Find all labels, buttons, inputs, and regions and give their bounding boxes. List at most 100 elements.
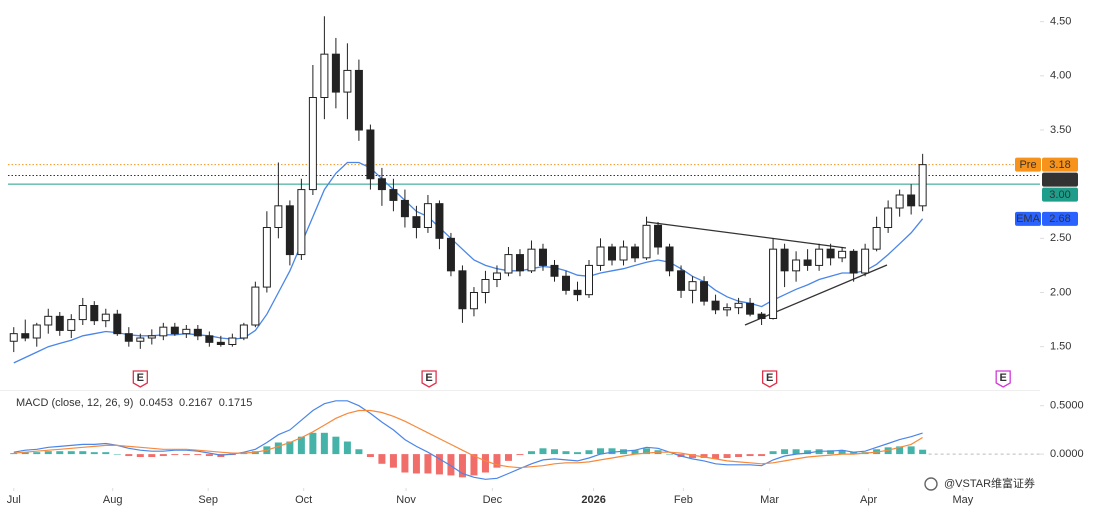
candle-body	[343, 69, 352, 93]
price-label-name-box	[1015, 211, 1041, 226]
candle-body	[412, 216, 421, 229]
candle-body	[665, 246, 674, 272]
macd-histogram-bar	[274, 442, 282, 455]
candle-body	[872, 227, 881, 250]
macd-histogram-bar	[539, 448, 547, 455]
macd-histogram-bar	[827, 450, 835, 455]
candle-body	[423, 203, 432, 229]
candle-body	[688, 281, 697, 291]
x-tick-label: Mar	[760, 494, 779, 506]
candle-body	[274, 205, 283, 228]
macd-histogram-bar	[355, 449, 363, 455]
macd-histogram-bar	[136, 454, 144, 458]
candle-body	[585, 264, 594, 296]
candle-body	[757, 313, 766, 319]
candle-body	[619, 246, 628, 261]
macd-histogram-bar	[389, 454, 397, 468]
macd-histogram-bar	[148, 454, 156, 458]
candle-body	[895, 194, 904, 209]
candle-body	[159, 326, 168, 337]
macd-histogram-bar	[205, 454, 213, 457]
macd-histogram-bar	[343, 441, 351, 455]
candle-body	[262, 227, 271, 288]
candle-body	[285, 205, 294, 256]
candle-body	[711, 300, 720, 311]
macd-histogram-bar	[631, 450, 639, 455]
candle-body	[481, 279, 490, 293]
candle-body	[803, 259, 812, 266]
macd-histogram-bar	[838, 450, 846, 455]
candle-body	[308, 97, 317, 191]
macd-histogram-bar	[481, 454, 489, 473]
macd-histogram-bar	[608, 448, 616, 455]
macd-histogram-bar	[79, 451, 87, 455]
candle-body	[458, 270, 467, 310]
signal-line	[13, 409, 923, 469]
candle-body	[792, 259, 801, 272]
macd-histogram-bar	[412, 454, 420, 474]
candle-body	[700, 281, 709, 302]
candle-body	[573, 289, 582, 296]
macd-histogram-bar	[113, 454, 121, 455]
trend-line	[744, 264, 888, 326]
macd-legend-value: 0.0453	[139, 397, 173, 409]
x-tick-label: Feb	[674, 494, 693, 506]
candle-body	[769, 248, 778, 320]
macd-histogram-bar	[597, 448, 605, 455]
macd-histogram-bar	[332, 436, 340, 455]
candle-body	[446, 237, 455, 272]
candle-body	[90, 305, 99, 322]
macd-histogram-bar	[10, 453, 18, 455]
macd-histogram-bar	[735, 454, 743, 458]
macd-histogram-bar	[171, 454, 179, 456]
x-tick-label: May	[953, 494, 974, 506]
x-tick-label: Sep	[198, 494, 218, 506]
x-tick-label: Nov	[396, 494, 416, 506]
candle-body	[354, 69, 363, 131]
macd-histogram-bar	[746, 454, 754, 457]
event-marker	[132, 370, 148, 388]
macd-line	[13, 400, 923, 480]
event-label: E	[425, 372, 432, 384]
candle-body	[21, 333, 30, 339]
macd-histogram-bar	[804, 450, 812, 455]
macd-histogram-bar	[44, 451, 52, 455]
macd-histogram-bar	[516, 454, 524, 456]
price-label-value: 2.68	[1049, 213, 1070, 225]
macd-histogram-bar	[493, 454, 501, 468]
macd-histogram-bar	[769, 451, 777, 455]
macd-histogram-bar	[424, 454, 432, 474]
price-label-box	[1042, 157, 1078, 172]
price-label-name-box	[1015, 157, 1041, 172]
candle-body	[849, 250, 858, 274]
macd-histogram-bar	[712, 454, 720, 459]
candle-body	[504, 254, 513, 274]
macd-histogram-bar	[562, 451, 570, 455]
event-marker	[421, 370, 437, 388]
event-label: E	[766, 372, 773, 384]
candle-body	[527, 248, 536, 272]
candle-body	[147, 335, 156, 339]
macd-tick-label: 0.5000	[1050, 400, 1084, 412]
macd-histogram-bar	[297, 436, 305, 455]
macd-histogram-bar	[458, 454, 466, 478]
candle-body	[136, 337, 145, 342]
price-label-value: 3.18	[1049, 159, 1070, 171]
candle-body	[538, 248, 547, 266]
macd-histogram-bar	[366, 454, 374, 458]
candle-body	[677, 270, 686, 291]
macd-histogram-bar	[758, 454, 766, 457]
candle-body	[182, 328, 191, 335]
x-tick-label: Aug	[103, 494, 123, 506]
x-tick-label: Dec	[483, 494, 503, 506]
macd-histogram-bar	[527, 451, 535, 455]
candle-body	[67, 319, 76, 331]
macd-histogram-bar	[194, 454, 202, 456]
event-marker	[995, 370, 1011, 388]
y-tick-label: 1.50	[1050, 341, 1071, 353]
event-marker	[761, 370, 778, 388]
candle-body	[78, 305, 87, 321]
macd-histogram-bar	[182, 454, 190, 456]
